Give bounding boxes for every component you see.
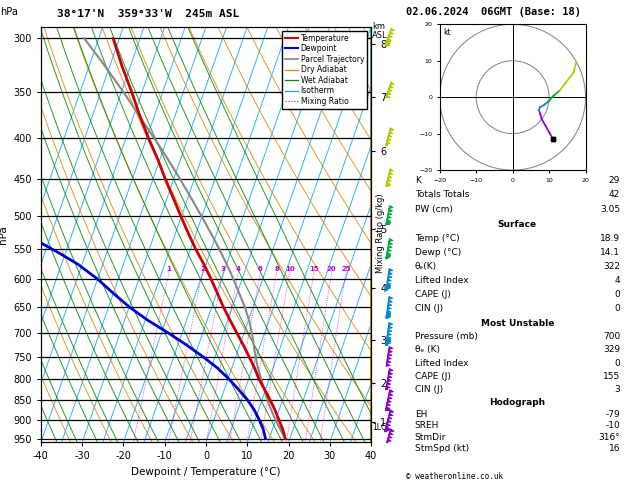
Text: Lifted Index: Lifted Index: [415, 359, 468, 367]
Text: EH: EH: [415, 410, 427, 419]
Text: 29: 29: [609, 176, 620, 185]
Text: 1: 1: [167, 266, 172, 272]
Text: 15: 15: [309, 266, 319, 272]
Text: PW (cm): PW (cm): [415, 205, 452, 214]
Text: 0: 0: [615, 290, 620, 299]
Text: 10: 10: [285, 266, 294, 272]
Y-axis label: hPa: hPa: [0, 225, 8, 244]
Text: CIN (J): CIN (J): [415, 304, 443, 313]
Text: 1LCL: 1LCL: [372, 423, 391, 432]
Text: 0: 0: [615, 304, 620, 313]
Text: K: K: [415, 176, 421, 185]
Text: 25: 25: [341, 266, 350, 272]
Text: 2: 2: [200, 266, 205, 272]
Text: 02.06.2024  06GMT (Base: 18): 02.06.2024 06GMT (Base: 18): [406, 7, 581, 17]
Text: 155: 155: [603, 372, 620, 381]
Text: Dewp (°C): Dewp (°C): [415, 248, 461, 257]
Text: -10: -10: [605, 421, 620, 430]
Text: 18.9: 18.9: [600, 234, 620, 243]
Text: 16: 16: [609, 444, 620, 453]
Text: CAPE (J): CAPE (J): [415, 372, 450, 381]
Text: SREH: SREH: [415, 421, 439, 430]
Text: CAPE (J): CAPE (J): [415, 290, 450, 299]
Text: 6: 6: [258, 266, 263, 272]
Legend: Temperature, Dewpoint, Parcel Trajectory, Dry Adiabat, Wet Adiabat, Isotherm, Mi: Temperature, Dewpoint, Parcel Trajectory…: [282, 31, 367, 109]
Text: 3: 3: [221, 266, 225, 272]
Text: θₑ (K): θₑ (K): [415, 346, 440, 354]
Text: 700: 700: [603, 332, 620, 341]
Text: Pressure (mb): Pressure (mb): [415, 332, 477, 341]
Text: 329: 329: [603, 346, 620, 354]
Text: Temp (°C): Temp (°C): [415, 234, 459, 243]
Text: CIN (J): CIN (J): [415, 385, 443, 394]
Text: Hodograph: Hodograph: [489, 399, 545, 407]
Text: Totals Totals: Totals Totals: [415, 191, 469, 199]
Text: 322: 322: [603, 262, 620, 271]
Text: 8: 8: [274, 266, 279, 272]
Text: Most Unstable: Most Unstable: [481, 319, 554, 328]
Text: hPa: hPa: [0, 7, 18, 17]
Text: kt: kt: [443, 28, 451, 37]
Text: 38°17'N  359°33'W  245m ASL: 38°17'N 359°33'W 245m ASL: [57, 9, 239, 19]
Text: -79: -79: [605, 410, 620, 419]
Text: Surface: Surface: [498, 220, 537, 229]
Text: 0: 0: [615, 359, 620, 367]
Text: 316°: 316°: [598, 433, 620, 442]
Text: 3.05: 3.05: [600, 205, 620, 214]
Text: θₑ(K): θₑ(K): [415, 262, 437, 271]
Text: 14.1: 14.1: [600, 248, 620, 257]
Text: 42: 42: [609, 191, 620, 199]
Text: StmDir: StmDir: [415, 433, 446, 442]
Text: 3: 3: [615, 385, 620, 394]
Text: 4: 4: [615, 277, 620, 285]
Text: 20: 20: [327, 266, 337, 272]
X-axis label: Dewpoint / Temperature (°C): Dewpoint / Temperature (°C): [131, 467, 281, 477]
Text: StmSpd (kt): StmSpd (kt): [415, 444, 469, 453]
Text: Mixing Ratio (g/kg): Mixing Ratio (g/kg): [376, 193, 385, 273]
Text: km
ASL: km ASL: [372, 22, 388, 40]
Text: Lifted Index: Lifted Index: [415, 277, 468, 285]
Text: 4: 4: [236, 266, 241, 272]
Text: © weatheronline.co.uk: © weatheronline.co.uk: [406, 472, 503, 481]
